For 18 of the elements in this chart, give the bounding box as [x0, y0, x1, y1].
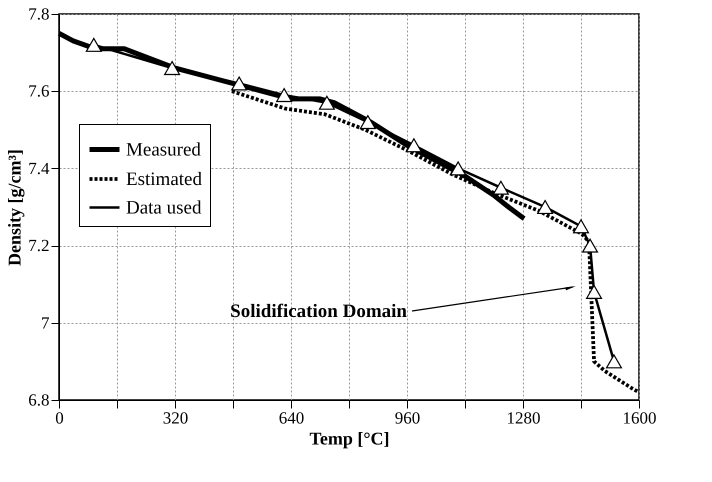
legend-label: Estimated — [126, 169, 202, 190]
y-tick-label: 7 — [41, 313, 50, 332]
x-tick-label: 640 — [278, 408, 304, 428]
y-tick-label: 6.8 — [28, 390, 50, 410]
y-axis-title: Density [g/cm³] — [4, 149, 24, 266]
y-tick-label: 7.4 — [28, 158, 50, 178]
annotation: Solidification Domain — [230, 301, 408, 322]
x-tick-label: 1280 — [506, 408, 540, 428]
x-tick-label: 1600 — [622, 408, 656, 428]
y-tick-label: 7.8 — [28, 4, 50, 24]
x-tick-label: 320 — [162, 408, 188, 428]
y-tick-label: 7.6 — [28, 82, 50, 101]
x-tick-label: 0 — [55, 408, 64, 428]
x-tick-label: 960 — [394, 408, 420, 428]
legend-label: Measured — [126, 140, 202, 160]
y-tick-label: 7.2 — [28, 236, 50, 256]
x-axis-title: Temp [°C] — [309, 428, 390, 448]
legend-label: Data used — [126, 198, 202, 218]
